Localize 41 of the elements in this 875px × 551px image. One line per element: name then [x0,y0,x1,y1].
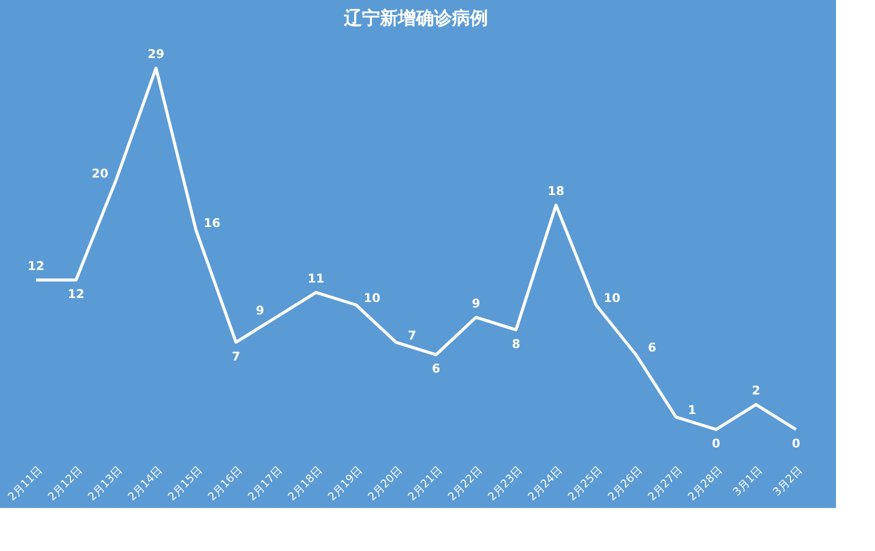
data-label: 7 [232,349,240,364]
data-label: 7 [408,328,416,342]
x-tick-label: 2月13日 [85,464,125,504]
x-tick-label: 2月16日 [205,464,245,504]
data-label: 12 [28,258,44,273]
data-label: 16 [204,216,220,230]
x-tick-label: 2月28日 [685,464,725,504]
data-label: 11 [308,271,324,286]
x-tick-label: 3月2日 [770,464,805,498]
data-label: 1 [688,403,696,418]
data-label: 0 [792,436,800,450]
data-label: 8 [512,336,520,351]
x-tick-label: 2月18日 [285,464,325,504]
data-label: 9 [472,296,480,310]
data-label: 6 [432,362,440,376]
data-label: 29 [148,47,164,62]
x-tick-label: 2月22日 [445,464,485,504]
x-tick-label: 2月25日 [565,464,605,504]
x-tick-label: 2月12日 [45,464,85,504]
data-label: 9 [256,303,264,318]
data-label: 2 [752,384,760,398]
x-tick-label: 2月27日 [645,464,685,504]
data-label: 6 [648,340,656,355]
x-tick-label: 2月11日 [5,464,45,504]
data-label: 10 [604,290,620,305]
x-tick-label: 2月15日 [165,464,205,504]
data-label: 10 [364,290,380,305]
data-label: 20 [92,166,108,180]
x-tick-label: 2月14日 [125,464,165,504]
x-tick-label: 2月17日 [245,464,285,504]
x-tick-label: 2月26日 [605,464,645,504]
x-tick-label: 2月23日 [485,464,525,504]
x-tick-label: 3月1日 [730,464,765,498]
x-tick-label: 2月19日 [325,464,365,504]
data-label: 0 [712,436,720,450]
data-label: 18 [548,184,564,198]
x-tick-label: 2月20日 [365,464,405,504]
x-tick-label: 2月24日 [525,464,565,504]
chart-title: 辽宁新增确诊病例 [343,8,488,29]
x-tick-label: 2月21日 [405,464,445,504]
data-label: 12 [68,286,84,301]
